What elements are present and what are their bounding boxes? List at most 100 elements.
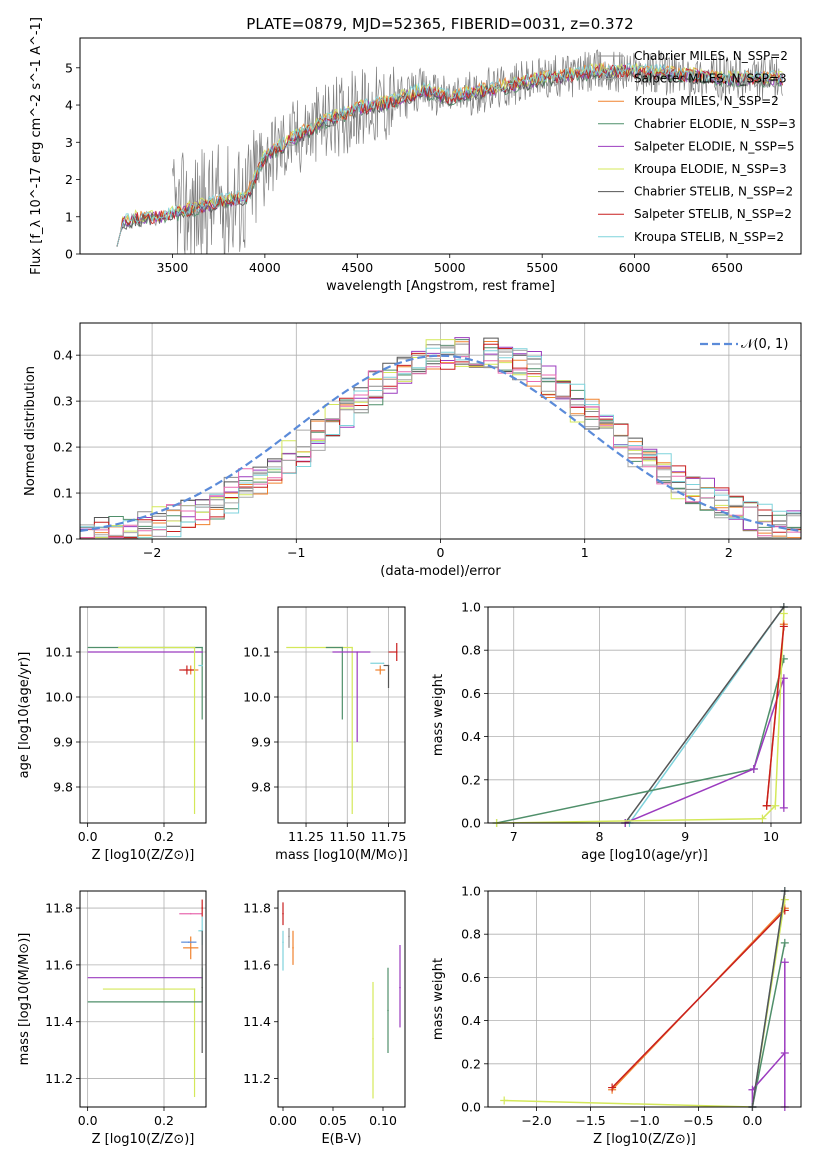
- x-axis-label: Z [log10(Z/Z⊙)]: [593, 1132, 696, 1147]
- x-tick-label: 0.00: [269, 1113, 297, 1128]
- series-marker: [500, 1096, 509, 1105]
- y-tick-label: 2: [65, 172, 73, 187]
- y-axis-label: Normed distribution: [23, 366, 38, 496]
- y-tick-label: 9.8: [251, 780, 271, 795]
- x-tick-label: 0.0: [78, 829, 98, 844]
- y-tick-label: 10.1: [45, 645, 73, 660]
- y-tick-label: 5: [65, 60, 73, 75]
- y-tick-label: 11.8: [45, 901, 73, 916]
- legend-label: Salpeter MILES, N_SSP=3: [634, 72, 787, 86]
- data-point: [382, 662, 385, 665]
- data-point: [351, 646, 354, 649]
- x-tick-label: 0.05: [319, 1113, 347, 1128]
- data-point: [292, 947, 294, 949]
- age-vs-mass-panel: 11.25 11.50 11.75 9.8 9.9 10.0 10.1 mass [log10…: [243, 606, 408, 863]
- series-marker: [780, 895, 789, 904]
- series-marker: [608, 1083, 617, 1092]
- data-point: [379, 669, 382, 671]
- y-tick-label: 0.6: [461, 686, 481, 701]
- data-point: [387, 1009, 389, 1012]
- y-tick-label: 0: [65, 247, 73, 262]
- series-line: [751, 890, 786, 1108]
- y-tick-label: 0.4: [461, 1013, 481, 1028]
- data-point: [201, 986, 203, 989]
- legend-label: Salpeter ELODIE, N_SSP=5: [634, 139, 795, 153]
- data-point: [395, 651, 398, 653]
- histogram-series: [80, 356, 801, 539]
- legend-label: Kroupa ELODIE, N_SSP=3: [634, 162, 787, 176]
- x-tick-label: 11.50: [329, 829, 365, 844]
- data-point: [282, 912, 284, 915]
- x-tick-label: 6000: [619, 260, 651, 275]
- data-point: [282, 941, 284, 943]
- x-tick-label: 0.0: [78, 1113, 98, 1128]
- spectrum-panel: 3500 4000 4500 5000 5500 6000 6500 0 1 2 3 4 5 wavele…: [29, 17, 802, 294]
- y-tick-label: 0.0: [461, 1100, 481, 1115]
- plot-frame: [487, 606, 802, 824]
- series-line: [751, 942, 786, 1108]
- series-line: [751, 962, 786, 1107]
- x-tick-label: 3500: [157, 260, 189, 275]
- x-axis-label: (data-model)/error: [380, 564, 501, 579]
- y-tick-label: 1.0: [461, 884, 481, 899]
- plot-frame: [79, 606, 207, 824]
- plot-frame: [79, 890, 207, 1108]
- legend-label: Chabrier MILES, N_SSP=2: [634, 49, 788, 63]
- y-tick-label: 0.0: [461, 816, 481, 831]
- series-marker: [779, 609, 788, 618]
- y-tick-label: 11.2: [45, 1071, 73, 1086]
- series-line: [624, 606, 785, 824]
- series-marker: [780, 938, 789, 947]
- series-marker: [779, 803, 788, 812]
- mass-vs-ebv-panel: 0.00 0.05 0.10 11.2 11.4 11.6 11.8 E(B-V): [243, 890, 406, 1147]
- model-spectrum-line: [116, 64, 783, 247]
- x-tick-label: −2: [143, 545, 161, 560]
- series-line: [765, 626, 785, 806]
- mass-weight-vs-metallicity-panel: −2.0 −1.5 −1.0 −0.5 0.0 0.0 0.2 0.4 0.6 0.8 1.0 Z […: [431, 884, 802, 1147]
- data-point: [387, 664, 390, 667]
- plot-frame: [79, 322, 802, 540]
- y-tick-label: 11.4: [243, 1014, 271, 1029]
- data-point: [201, 664, 203, 667]
- y-axis-label: mass [log10(M/M⊙)]: [17, 933, 32, 1066]
- plot-frame: [79, 37, 802, 255]
- x-tick-label: 6500: [711, 260, 743, 275]
- legend-label: Kroupa STELIB, N_SSP=2: [634, 230, 784, 244]
- series-marker: [779, 622, 788, 631]
- age-vs-metallicity-panel: 0.0 0.2 9.8 9.9 10.0 10.1 Z [log10(Z/Z⊙)] age […: [17, 606, 207, 863]
- series-marker: [758, 814, 767, 823]
- series-marker: [780, 958, 789, 967]
- y-axis-label: Flux [f_λ 10^-17 erg cm^-2 s^-1 A^-1]: [29, 17, 44, 275]
- x-tick-label: 4500: [341, 260, 373, 275]
- data-point: [201, 907, 203, 909]
- legend-label: Kroupa MILES, N_SSP=2: [634, 94, 779, 108]
- y-tick-label: 0.3: [53, 394, 73, 409]
- y-tick-label: 11.2: [243, 1071, 271, 1086]
- data-point: [193, 646, 196, 649]
- x-tick-label: 1: [581, 545, 589, 560]
- y-tick-label: 0.2: [53, 440, 73, 455]
- x-tick-label: 0.10: [369, 1113, 397, 1128]
- x-tick-label: 2: [725, 545, 733, 560]
- y-tick-label: 11.8: [243, 901, 271, 916]
- y-tick-label: 11.6: [45, 957, 73, 972]
- x-tick-label: 7: [510, 829, 518, 844]
- y-tick-label: 11.4: [45, 1014, 73, 1029]
- x-tick-label: 4000: [249, 260, 281, 275]
- y-tick-label: 9.9: [251, 735, 271, 750]
- legend-label: Chabrier ELODIE, N_SSP=3: [634, 117, 796, 131]
- x-axis-label: wavelength [Angstrom, rest frame]: [326, 279, 555, 294]
- y-tick-label: 9.9: [53, 735, 73, 750]
- x-axis-label: E(B-V): [321, 1132, 361, 1147]
- plot-frame: [277, 606, 406, 824]
- data-point: [189, 912, 192, 915]
- series-line: [496, 658, 785, 824]
- y-tick-label: 0.6: [461, 970, 481, 985]
- x-tick-label: 9: [681, 829, 689, 844]
- data-point: [193, 988, 196, 990]
- series-marker: [762, 801, 771, 810]
- x-axis-label: Z [log10(Z/Z⊙)]: [92, 848, 195, 863]
- x-tick-label: 0.2: [154, 1113, 174, 1128]
- x-axis-label: mass [log10(M/M⊙)]: [275, 848, 408, 863]
